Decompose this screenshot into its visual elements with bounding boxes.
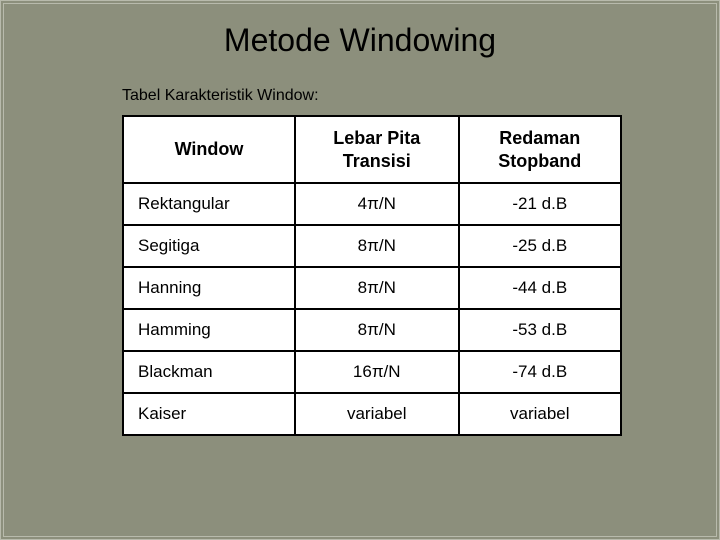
slide-title: Metode Windowing (4, 22, 716, 59)
cell-transition: 8π/N (295, 309, 459, 351)
cell-window: Rektangular (123, 183, 295, 225)
cell-window: Blackman (123, 351, 295, 393)
cell-stopband: -44 d.B (459, 267, 621, 309)
cell-window: Hanning (123, 267, 295, 309)
slide-container: Metode Windowing Tabel Karakteristik Win… (0, 0, 720, 540)
table-row: Segitiga 8π/N -25 d.B (123, 225, 621, 267)
cell-stopband: -74 d.B (459, 351, 621, 393)
cell-transition: 8π/N (295, 267, 459, 309)
cell-transition: 16π/N (295, 351, 459, 393)
table-row: Hamming 8π/N -53 d.B (123, 309, 621, 351)
cell-transition: 8π/N (295, 225, 459, 267)
cell-stopband: -25 d.B (459, 225, 621, 267)
table-row: Hanning 8π/N -44 d.B (123, 267, 621, 309)
cell-stopband: -21 d.B (459, 183, 621, 225)
table-caption: Tabel Karakteristik Window: (122, 87, 716, 105)
cell-window: Hamming (123, 309, 295, 351)
cell-transition: variabel (295, 393, 459, 435)
cell-window: Segitiga (123, 225, 295, 267)
table-row: Rektangular 4π/N -21 d.B (123, 183, 621, 225)
col-header-stopband: Redaman Stopband (459, 116, 621, 183)
table-row: Kaiser variabel variabel (123, 393, 621, 435)
cell-stopband: variabel (459, 393, 621, 435)
cell-transition: 4π/N (295, 183, 459, 225)
col-header-transition: Lebar Pita Transisi (295, 116, 459, 183)
window-characteristics-table: Window Lebar Pita Transisi Redaman Stopb… (122, 115, 622, 436)
table-header-row: Window Lebar Pita Transisi Redaman Stopb… (123, 116, 621, 183)
table-row: Blackman 16π/N -74 d.B (123, 351, 621, 393)
col-header-window: Window (123, 116, 295, 183)
cell-window: Kaiser (123, 393, 295, 435)
cell-stopband: -53 d.B (459, 309, 621, 351)
